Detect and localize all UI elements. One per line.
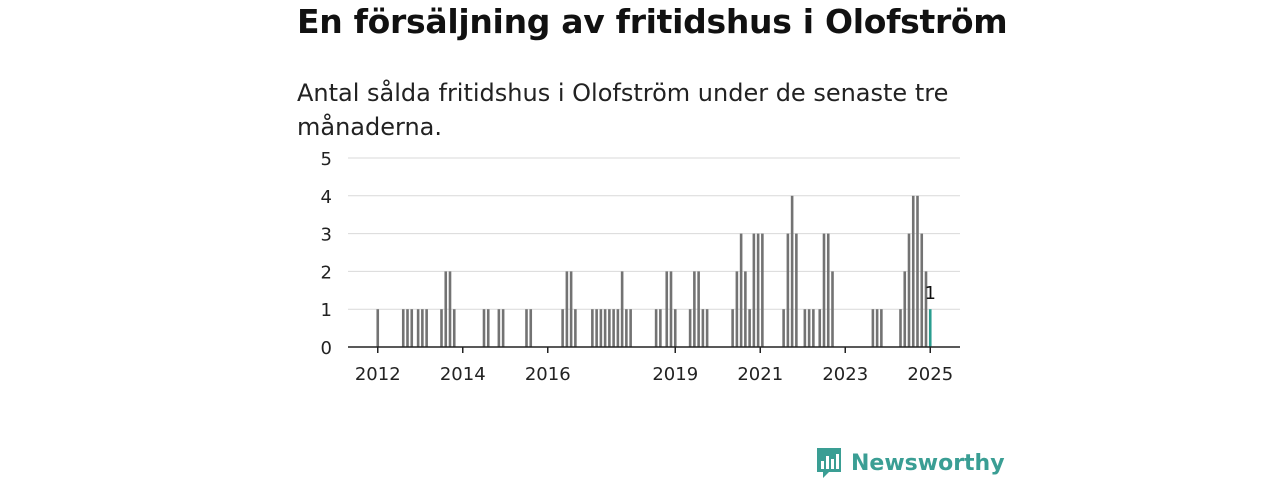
- bar: [705, 309, 709, 347]
- bar: [822, 233, 826, 347]
- bar: [790, 195, 794, 347]
- x-tick-label: 2019: [652, 364, 698, 385]
- bar: [406, 309, 409, 347]
- bars: [376, 195, 932, 347]
- bar: [911, 195, 915, 347]
- bar: [880, 309, 883, 347]
- bar: [625, 309, 628, 347]
- bar: [818, 309, 822, 347]
- bar: [752, 233, 756, 347]
- y-tick-label: 2: [321, 262, 332, 283]
- bar: [899, 309, 902, 347]
- y-tick-label: 4: [321, 187, 332, 208]
- bar: [786, 233, 790, 347]
- bar: [612, 309, 615, 347]
- bar: [693, 271, 696, 347]
- bar: [665, 271, 669, 347]
- x-axis-ticks: 2012 2014 2016 2019 2021 2023 2025: [355, 347, 953, 385]
- bar: [569, 271, 573, 347]
- bar: [744, 271, 747, 347]
- y-axis-ticks: 0 1 2 3 4 5: [321, 149, 332, 359]
- bar: [591, 309, 594, 347]
- bar: [416, 309, 420, 347]
- bar: [735, 271, 739, 347]
- brand-name: Newsworthy: [851, 450, 1005, 476]
- bar: [795, 233, 798, 347]
- newsworthy-brand: Newsworthy: [815, 446, 1005, 480]
- x-tick-label: 2025: [907, 364, 953, 385]
- bar: [812, 309, 815, 347]
- bar: [669, 271, 673, 347]
- bar: [444, 271, 448, 347]
- bar: [574, 309, 577, 347]
- bar: [739, 233, 743, 347]
- bar: [595, 309, 598, 347]
- bar: [782, 309, 785, 347]
- bar: [616, 309, 620, 347]
- bar: [603, 309, 607, 347]
- bar: [501, 309, 505, 347]
- x-tick-label: 2023: [822, 364, 868, 385]
- bar: [608, 309, 611, 347]
- bar: [440, 309, 443, 347]
- bar: [452, 309, 456, 347]
- bar: [761, 233, 764, 347]
- bar: [599, 309, 603, 347]
- bar: [410, 309, 414, 347]
- chart-title: En försäljning av fritidshus i Olofström: [297, 2, 1008, 41]
- x-tick-label: 2016: [525, 364, 571, 385]
- bar: [803, 309, 807, 347]
- grid-lines: [348, 157, 960, 310]
- bar: [561, 309, 564, 347]
- bar: [701, 309, 705, 347]
- bar: [731, 309, 734, 347]
- bar: [659, 309, 662, 347]
- bar: [826, 233, 830, 347]
- bar: [903, 271, 907, 347]
- x-tick-label: 2012: [355, 364, 401, 385]
- bar: [831, 271, 834, 347]
- bar: [497, 309, 501, 347]
- bar: [620, 271, 624, 347]
- bar: [654, 309, 658, 347]
- bar: [425, 309, 428, 347]
- y-tick-label: 3: [321, 225, 332, 246]
- bar: [486, 309, 490, 347]
- y-tick-label: 1: [321, 300, 332, 321]
- bar-chart: 0 1 2 3 4 5 2012 2014 2016 2019 2021 2023 2025 1: [321, 149, 960, 385]
- highlight-value-label: 1: [925, 283, 936, 304]
- bar: [376, 309, 380, 347]
- data-labels: 1: [925, 283, 936, 304]
- chart-subtitle: Antal sålda fritidshus i Olofström under…: [297, 79, 949, 141]
- bar: [907, 233, 911, 347]
- bar: [875, 309, 879, 347]
- bar: [924, 271, 928, 347]
- bar-chart-speech-bubble-icon: [817, 448, 841, 478]
- bar: [529, 309, 533, 347]
- bar: [688, 309, 692, 347]
- x-tick-label: 2021: [737, 364, 783, 385]
- bar: [565, 271, 569, 347]
- bar: [629, 309, 632, 347]
- y-tick-label: 0: [321, 338, 332, 359]
- bar: [673, 309, 677, 347]
- bar: [448, 271, 452, 347]
- bar: [482, 309, 486, 347]
- bar: [421, 309, 424, 347]
- bar: [697, 271, 700, 347]
- bar: [871, 309, 875, 347]
- x-tick-label: 2014: [440, 364, 486, 385]
- bar: [756, 233, 760, 347]
- bar: [401, 309, 405, 347]
- bar-highlight: [928, 309, 932, 347]
- bar: [525, 309, 528, 347]
- bar: [916, 195, 919, 347]
- bar: [807, 309, 811, 347]
- bar: [920, 233, 924, 347]
- bar: [748, 309, 751, 347]
- y-tick-label: 5: [321, 149, 332, 170]
